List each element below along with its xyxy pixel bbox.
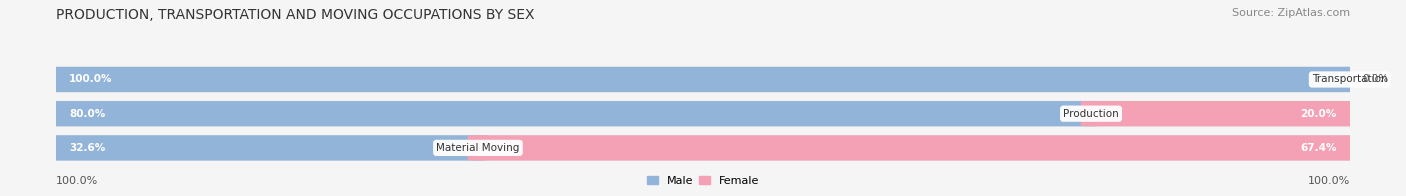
Text: 100.0%: 100.0%	[56, 176, 98, 186]
FancyBboxPatch shape	[46, 67, 1360, 92]
Text: 32.6%: 32.6%	[69, 143, 105, 153]
Text: 80.0%: 80.0%	[69, 109, 105, 119]
Text: Production: Production	[1063, 109, 1119, 119]
FancyBboxPatch shape	[44, 101, 1362, 126]
FancyBboxPatch shape	[1081, 101, 1360, 126]
FancyBboxPatch shape	[46, 101, 1101, 126]
Legend: Male, Female: Male, Female	[643, 172, 763, 191]
Text: 100.0%: 100.0%	[1308, 176, 1350, 186]
FancyBboxPatch shape	[46, 135, 488, 161]
Text: Material Moving: Material Moving	[436, 143, 520, 153]
Text: 20.0%: 20.0%	[1301, 109, 1337, 119]
Text: 100.0%: 100.0%	[69, 74, 112, 84]
Text: Transportation: Transportation	[1312, 74, 1388, 84]
Text: Source: ZipAtlas.com: Source: ZipAtlas.com	[1232, 8, 1350, 18]
FancyBboxPatch shape	[468, 135, 1360, 161]
Text: 0.0%: 0.0%	[1362, 74, 1389, 84]
Text: 67.4%: 67.4%	[1301, 143, 1337, 153]
FancyBboxPatch shape	[44, 67, 1362, 92]
Text: PRODUCTION, TRANSPORTATION AND MOVING OCCUPATIONS BY SEX: PRODUCTION, TRANSPORTATION AND MOVING OC…	[56, 8, 534, 22]
FancyBboxPatch shape	[44, 135, 1362, 161]
